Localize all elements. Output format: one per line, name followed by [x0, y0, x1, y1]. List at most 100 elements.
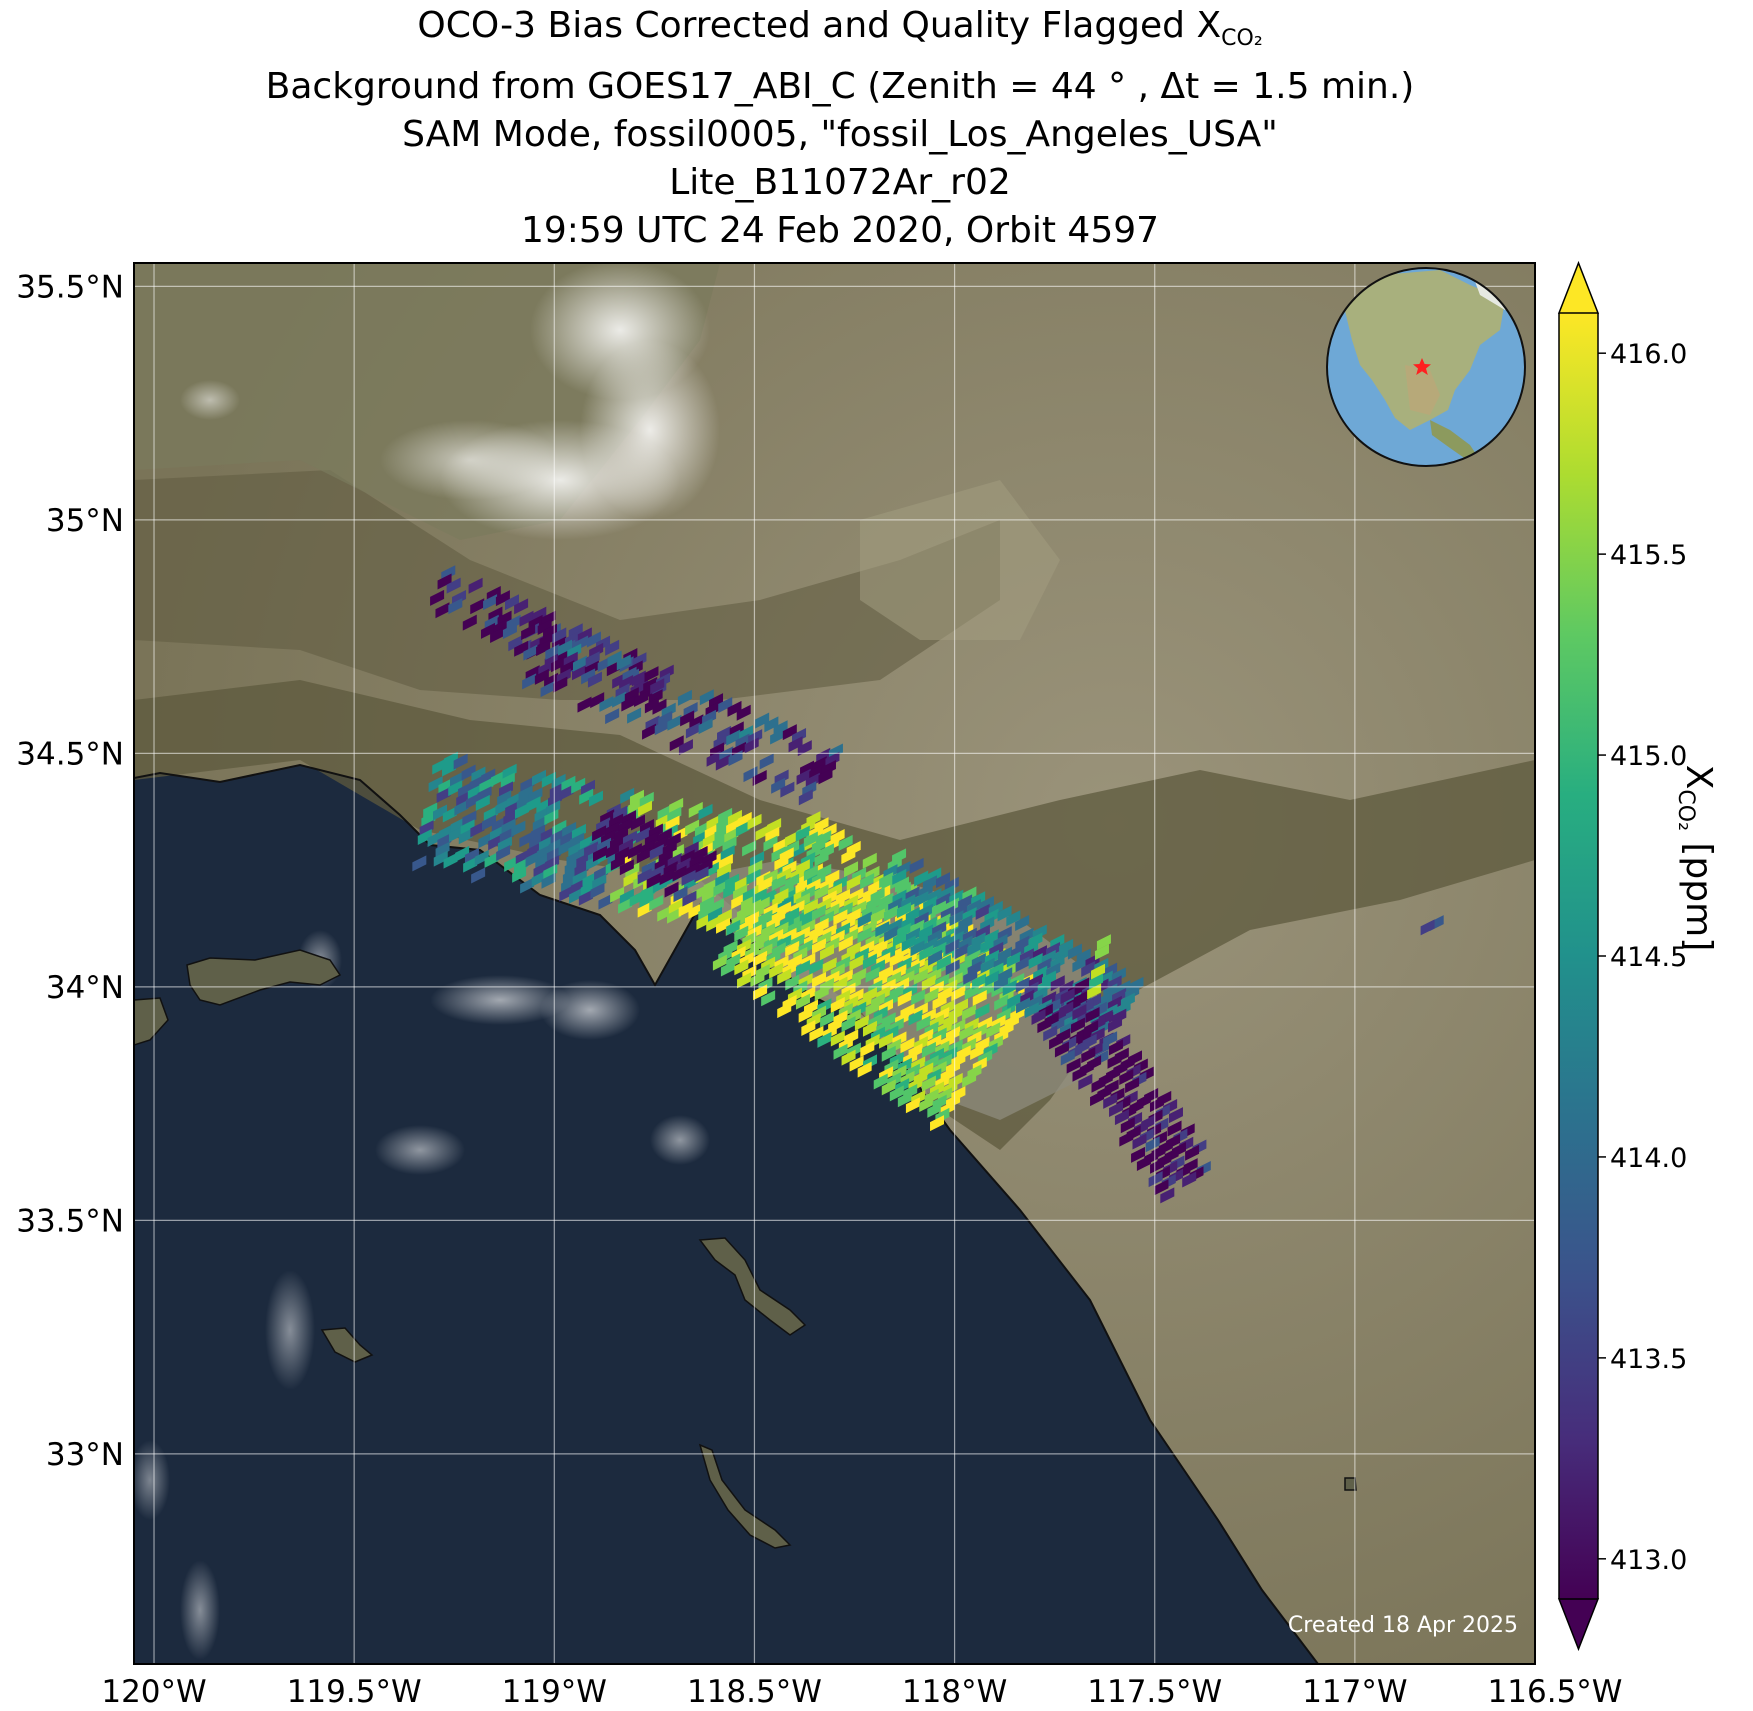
- sounding-footprint: [770, 728, 785, 745]
- sounding-footprint: [1108, 1039, 1123, 1056]
- sounding-footprint: [1024, 1002, 1039, 1019]
- sounding-footprint: [975, 1003, 990, 1020]
- colorbar-tick-label: 414.5: [1610, 942, 1687, 973]
- sounding-footprint: [629, 890, 644, 907]
- colorbar: 416.0 415.5 415.0 414.5 414.0 413.5 413.0: [1557, 260, 1687, 1652]
- sounding-footprint: [820, 1011, 835, 1028]
- sounding-footprint: [446, 577, 461, 594]
- sounding-footprint: [634, 691, 649, 708]
- sounding-footprint: [502, 763, 517, 780]
- sounding-footprint: [448, 826, 463, 843]
- sounding-footprint: [1016, 997, 1031, 1014]
- sounding-footprint: [785, 940, 800, 957]
- sounding-footprint: [474, 849, 489, 866]
- sounding-footprint: [649, 844, 664, 861]
- sounding-footprint: [495, 590, 510, 607]
- sounding-footprint: [1107, 1052, 1122, 1069]
- channel-islands: [134, 949, 1357, 1549]
- sounding-footprint: [1081, 961, 1096, 978]
- xco2-soundings: [412, 565, 1444, 1204]
- sounding-footprint: [511, 820, 526, 837]
- sounding-footprint: [777, 1002, 792, 1019]
- sounding-footprint: [490, 627, 505, 644]
- sounding-footprint: [533, 861, 548, 878]
- sounding-footprint: [682, 890, 697, 907]
- sounding-footprint: [484, 851, 499, 868]
- sounding-footprint: [438, 778, 453, 795]
- sounding-footprint: [501, 818, 516, 835]
- sounding-footprint: [860, 1041, 875, 1058]
- sounding-footprint: [432, 758, 447, 775]
- central-america-landmass: [1430, 420, 1480, 462]
- sounding-footprint: [841, 848, 856, 865]
- sounding-footprint: [857, 911, 872, 928]
- sounding-footprint: [1085, 1006, 1100, 1023]
- sounding-footprint: [773, 837, 788, 854]
- sounding-footprint: [581, 668, 596, 685]
- sounding-footprint: [558, 639, 573, 656]
- sounding-footprint: [927, 1101, 942, 1118]
- sounding-footprint: [921, 1075, 936, 1092]
- sounding-footprint: [637, 901, 652, 918]
- sounding-footprint: [678, 739, 693, 756]
- sounding-footprint: [462, 614, 477, 631]
- sounding-footprint: [1136, 1154, 1151, 1171]
- sounding-footprint: [1043, 1025, 1058, 1042]
- sounding-footprint: [1091, 1076, 1106, 1093]
- sounding-footprint: [841, 1049, 856, 1066]
- sounding-footprint: [1167, 1120, 1182, 1137]
- sounding-footprint: [641, 884, 656, 901]
- sounding-footprint: [572, 655, 587, 672]
- sounding-footprint: [726, 919, 741, 936]
- sounding-footprint: [896, 902, 911, 919]
- sounding-footprint: [734, 959, 749, 976]
- sounding-footprint: [423, 802, 438, 819]
- sounding-footprint: [540, 826, 555, 843]
- mexico-desert: [1405, 365, 1440, 415]
- sounding-footprint: [518, 785, 533, 802]
- sounding-footprint: [612, 691, 627, 708]
- sounding-footprint: [495, 798, 510, 815]
- sounding-footprint: [535, 853, 550, 870]
- sounding-footprint: [562, 867, 577, 884]
- sounding-footprint: [665, 815, 680, 832]
- sounding-footprint: [497, 836, 512, 853]
- sounding-footprint: [497, 790, 512, 807]
- sounding-footprint: [571, 777, 586, 794]
- sounding-footprint: [629, 789, 644, 806]
- sounding-footprint: [1006, 951, 1021, 968]
- sounding-footprint: [720, 960, 735, 977]
- sounding-footprint: [621, 695, 636, 712]
- sounding-footprint: [897, 1091, 912, 1108]
- sounding-footprint: [795, 960, 810, 977]
- sounding-footprint: [702, 832, 717, 849]
- sounding-footprint: [619, 888, 634, 905]
- sounding-footprint: [897, 990, 912, 1007]
- sounding-footprint: [456, 790, 471, 807]
- sounding-footprint: [526, 796, 541, 813]
- sounding-footprint: [814, 884, 829, 901]
- sounding-footprint: [706, 814, 721, 831]
- sounding-footprint: [795, 878, 810, 895]
- sounding-footprint: [741, 895, 756, 912]
- sounding-footprint: [639, 892, 654, 909]
- sounding-footprint: [694, 866, 709, 883]
- sounding-footprint: [714, 825, 729, 842]
- sounding-footprint: [479, 777, 494, 794]
- sounding-footprint: [916, 1015, 931, 1032]
- sounding-footprint: [672, 865, 687, 882]
- sounding-footprint: [520, 776, 535, 793]
- title-line-1: OCO-3 Bias Corrected and Quality Flagged…: [417, 5, 1263, 52]
- sounding-footprint: [419, 820, 434, 837]
- lon-tick-label: 118.5°W: [687, 1674, 822, 1710]
- sounding-footprint: [627, 707, 642, 724]
- sounding-footprint: [514, 598, 529, 615]
- sounding-footprint: [588, 790, 603, 807]
- sounding-footprint: [678, 900, 693, 917]
- sounding-footprint: [919, 1095, 934, 1112]
- sounding-footprint: [481, 768, 496, 785]
- sounding-footprint: [795, 993, 810, 1010]
- sounding-footprint: [892, 930, 907, 947]
- sounding-footprint: [548, 837, 563, 854]
- sounding-footprint: [838, 834, 853, 851]
